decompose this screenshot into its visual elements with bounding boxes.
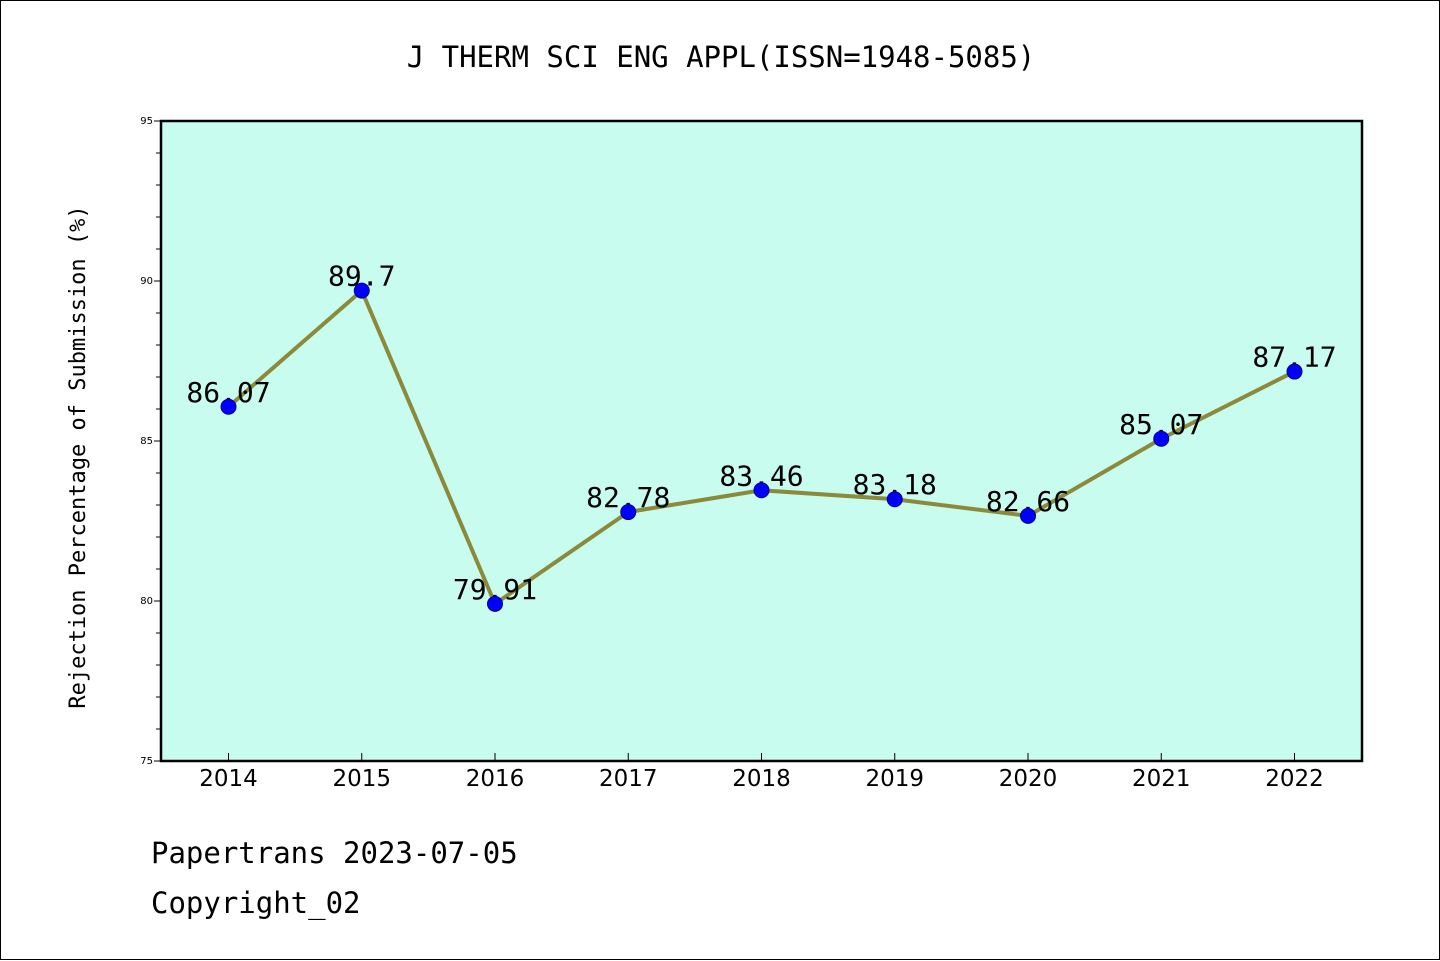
x-tick-label: 2022 [1265,766,1324,792]
plot-area [159,119,1364,763]
data-point [220,398,237,415]
x-tick-label: 2017 [599,766,658,792]
footer-copyright: Copyright_02 [151,886,361,920]
data-point [1153,430,1170,447]
data-point [1286,363,1303,380]
x-tick-label: 2019 [865,766,924,792]
x-tick-label: 2015 [332,766,391,792]
data-point [353,282,370,299]
x-tick-label: 2014 [199,766,258,792]
y-axis-ticks: 75 80 85 90 95 [140,116,161,767]
chart-title: J THERM SCI ENG APPL(ISSN=1948-5085) [407,40,1036,74]
data-point [1020,507,1036,524]
y-tick-label: 80 [140,596,153,607]
data-point [886,491,903,508]
x-tick-label: 2020 [999,766,1058,792]
data-point [753,482,770,499]
x-axis-ticks: 2014 2015 2016 2017 2018 2019 2020 2021 2022 [199,753,1324,792]
data-point [620,504,637,521]
y-axis-label: Rejection Percentage of Submission (%) [66,205,91,708]
y-tick-label: 90 [140,276,153,287]
y-tick-label: 95 [140,116,153,127]
x-tick-label: 2018 [732,766,791,792]
x-tick-label: 2021 [1132,766,1191,792]
y-tick-label: 85 [140,436,153,447]
y-tick-label: 75 [140,756,153,767]
x-tick-label: 2016 [466,766,525,792]
data-point [487,595,503,612]
footer-date: Papertrans 2023-07-05 [151,836,518,870]
